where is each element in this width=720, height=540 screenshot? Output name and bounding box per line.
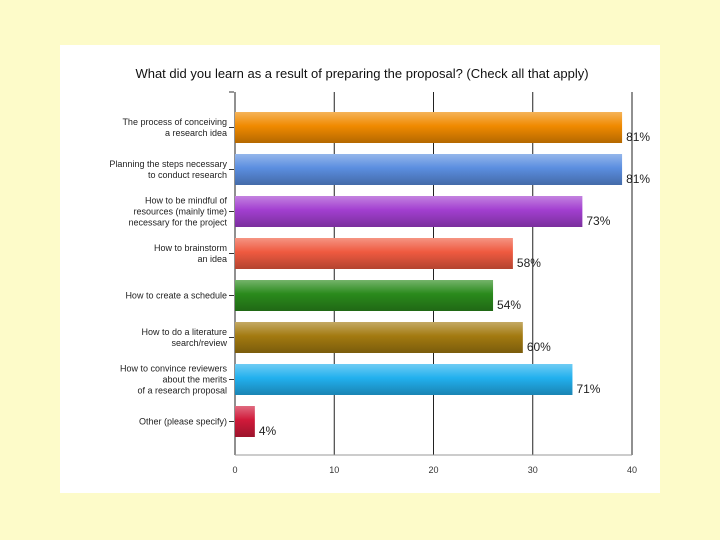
x-tick-label: 30 <box>528 465 538 475</box>
chart-title: What did you learn as a result of prepar… <box>135 66 588 81</box>
category-label: Planning the steps necessary to conduct r… <box>109 159 227 180</box>
x-axis-ticks: 0 10 20 30 40 <box>232 465 637 475</box>
bar <box>235 322 523 353</box>
category-label: How to be mindful of resources (mainly ti… <box>128 196 227 228</box>
bar <box>235 196 583 227</box>
bar <box>235 238 513 269</box>
data-label: 54% <box>497 298 521 312</box>
x-tick-label: 10 <box>329 465 339 475</box>
bar <box>235 112 623 143</box>
category-label: Other (please specify) <box>139 417 227 427</box>
category-label: How to create a schedule <box>125 291 227 301</box>
category-label: The process of conceiving a research idea <box>122 117 227 138</box>
chart-panel: What did you learn as a result of prepar… <box>60 45 660 493</box>
bar <box>235 406 255 437</box>
data-label: 73% <box>586 214 610 228</box>
category-label: How to do a literature search/review <box>141 327 227 348</box>
bar-chart: What did you learn as a result of prepar… <box>109 66 651 475</box>
category-label: How to convince reviewers about the merit… <box>120 364 228 396</box>
data-label: 60% <box>527 340 551 354</box>
x-tick-label: 40 <box>627 465 637 475</box>
x-tick-label: 20 <box>428 465 438 475</box>
x-tick-label: 0 <box>232 465 237 475</box>
data-label: 4% <box>259 424 277 438</box>
data-label: 81% <box>626 130 650 144</box>
category-labels: The process of conceiving a research idea… <box>109 117 227 427</box>
data-label: 71% <box>576 382 600 396</box>
bar <box>235 154 623 185</box>
value-labels: 81% 81% 73% 58% 54% 60% 71% 4% <box>259 130 651 438</box>
category-label: How to brainstorm an idea <box>154 243 227 264</box>
bar <box>235 364 573 395</box>
bars <box>235 112 623 437</box>
bar <box>235 280 494 311</box>
gridlines <box>229 91 633 456</box>
data-label: 81% <box>626 172 650 186</box>
data-label: 58% <box>517 256 541 270</box>
